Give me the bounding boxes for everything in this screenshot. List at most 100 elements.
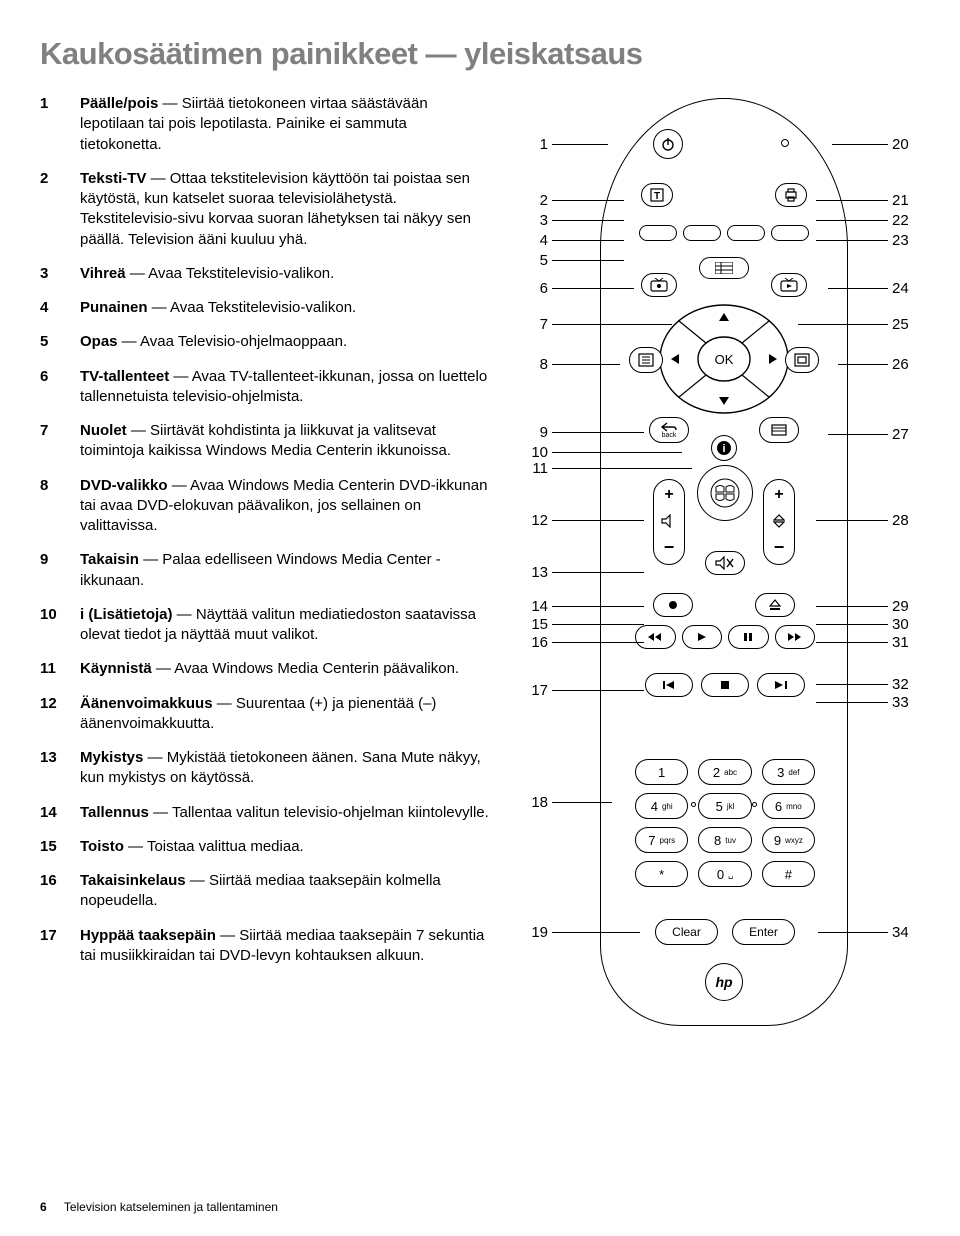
callout-right: 32	[816, 676, 920, 693]
feature-item: 16Takaisinkelaus — Siirtää mediaa taakse…	[40, 871, 492, 912]
callout-right: 34	[818, 924, 920, 941]
callout-right: 20	[832, 136, 920, 153]
keypad-key: 8tuv	[698, 827, 751, 853]
keypad-key: 9wxyz	[762, 827, 815, 853]
callout-right: 26	[838, 356, 920, 373]
callout-left: 17	[520, 682, 644, 699]
feature-item: 10i (Lisätietoja) — Näyttää valitun medi…	[40, 605, 492, 646]
feature-item: 1Päälle/pois — Siirtää tietokoneen virta…	[40, 94, 492, 155]
callout-left: 18	[520, 794, 612, 811]
start-button	[697, 465, 753, 521]
feature-item: 5Opas — Avaa Televisio-ohjelmaoppaan.	[40, 332, 492, 352]
keypad-led	[691, 802, 696, 807]
keypad-key: 3def	[762, 759, 815, 785]
callout-right: 33	[816, 694, 920, 711]
callout-right: 31	[816, 634, 920, 651]
feature-item: 2Teksti-TV — Ottaa tekstitelevision käyt…	[40, 169, 492, 250]
keypad-key: 1	[635, 759, 688, 785]
feature-item: 17Hyppää taaksepäin — Siirtää mediaa taa…	[40, 926, 492, 967]
hp-logo-icon: hp	[705, 963, 743, 1001]
enter-button: Enter	[732, 919, 795, 945]
teletext-hold-button	[759, 417, 799, 443]
feature-item: 6TV-tallenteet — Avaa TV-tallenteet-ikku…	[40, 367, 492, 408]
live-tv-button	[771, 273, 807, 297]
aspect-button	[785, 347, 819, 373]
callout-left: 7	[520, 316, 672, 333]
callout-left: 10	[520, 444, 682, 461]
feature-item: 15Toisto — Toistaa valittua mediaa.	[40, 837, 492, 857]
keypad-key: 6mno	[762, 793, 815, 819]
mute-button	[705, 551, 745, 575]
feature-item: 4Punainen — Avaa Tekstitelevisio-valikon…	[40, 298, 492, 318]
feature-item: 7Nuolet — Siirtävät kohdistinta ja liikk…	[40, 421, 492, 462]
number-keypad: 12abc3def4ghi5jkl6mno7pqrs8tuv9wxyz*0␣#	[635, 759, 815, 887]
keypad-key: 5jkl	[698, 793, 751, 819]
feature-item: 13Mykistys — Mykistää tietokoneen äänen.…	[40, 748, 492, 789]
callout-right: 29	[816, 598, 920, 615]
channel-rocker: + −	[763, 479, 795, 565]
callout-right: 24	[828, 280, 920, 297]
dvd-menu-button	[629, 347, 663, 373]
callout-left: 12	[520, 512, 644, 529]
callout-right: 28	[816, 512, 920, 529]
keypad-key: 0␣	[698, 861, 751, 887]
color-blue	[771, 225, 809, 241]
callout-left: 14	[520, 598, 644, 615]
callout-left: 8	[520, 356, 620, 373]
callout-left: 3	[520, 212, 624, 229]
callout-right: 23	[816, 232, 920, 249]
eject-button	[755, 593, 795, 617]
remote-diagram: T	[520, 94, 920, 1114]
info-button: i	[711, 435, 737, 461]
callout-left: 4	[520, 232, 624, 249]
color-red	[639, 225, 677, 241]
keypad-key: #	[762, 861, 815, 887]
svg-text:T: T	[654, 191, 660, 202]
page-number: 6	[40, 1200, 47, 1214]
record-button	[653, 593, 693, 617]
svg-text:OK: OK	[715, 352, 734, 367]
callout-left: 15	[520, 616, 644, 633]
pause-button	[728, 625, 769, 649]
callout-right: 21	[816, 192, 920, 209]
callout-left: 9	[520, 424, 644, 441]
skip-forward-button	[757, 673, 805, 697]
keypad-key: *	[635, 861, 688, 887]
power-button	[653, 129, 683, 159]
feature-item: 11Käynnistä — Avaa Windows Media Centeri…	[40, 659, 492, 679]
led-indicator	[781, 139, 789, 147]
feature-item: 12Äänenvoimakkuus — Suurentaa (+) ja pie…	[40, 694, 492, 735]
fastforward-button	[775, 625, 816, 649]
keypad-key: 4ghi	[635, 793, 688, 819]
dpad: OK	[659, 303, 789, 415]
recorded-tv-button	[641, 273, 677, 297]
keypad-key: 7pqrs	[635, 827, 688, 853]
callout-right: 30	[816, 616, 920, 633]
page-title: Kaukosäätimen painikkeet — yleiskatsaus	[40, 36, 920, 72]
guide-button	[699, 257, 749, 279]
back-button: back	[649, 417, 689, 443]
stop-button	[701, 673, 749, 697]
volume-rocker: + −	[653, 479, 685, 565]
callout-left: 6	[520, 280, 634, 297]
callout-left: 5	[520, 252, 624, 269]
teletext-button: T	[641, 183, 673, 207]
footer-text: Television katseleminen ja tallentaminen	[64, 1200, 278, 1214]
callout-right: 22	[816, 212, 920, 229]
feature-item: 3Vihreä — Avaa Tekstitelevisio-valikon.	[40, 264, 492, 284]
keypad-led	[752, 802, 757, 807]
callout-left: 2	[520, 192, 624, 209]
feature-item: 14Tallennus — Tallentaa valitun televisi…	[40, 803, 492, 823]
clear-button: Clear	[655, 919, 718, 945]
color-yellow	[727, 225, 765, 241]
svg-text:i: i	[722, 443, 725, 455]
callout-right: 25	[798, 316, 920, 333]
play-button	[682, 625, 723, 649]
remote-outline: T	[600, 98, 848, 1026]
callout-right: 27	[828, 426, 920, 443]
feature-item: 9Takaisin — Palaa edelliseen Windows Med…	[40, 550, 492, 591]
callout-left: 11	[520, 460, 692, 477]
callout-left: 16	[520, 634, 644, 651]
callout-left: 13	[520, 564, 644, 581]
callout-left: 1	[520, 136, 608, 153]
